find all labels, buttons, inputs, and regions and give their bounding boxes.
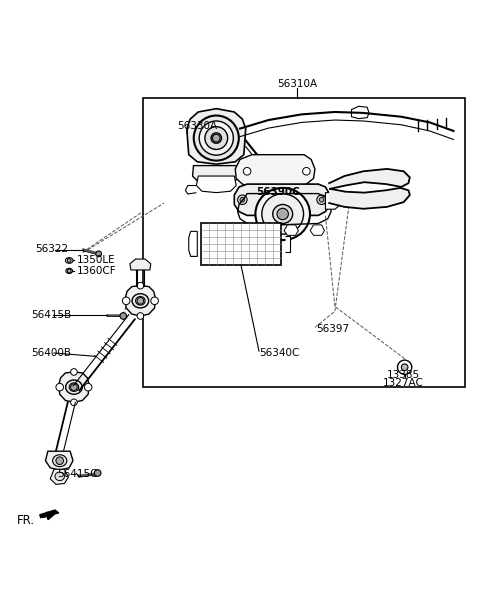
Text: 56390C: 56390C (257, 187, 300, 197)
Text: 56322: 56322 (35, 243, 68, 254)
Circle shape (122, 297, 130, 305)
Ellipse shape (211, 133, 221, 143)
Ellipse shape (69, 383, 79, 392)
Polygon shape (196, 176, 236, 192)
Polygon shape (130, 259, 151, 270)
Circle shape (67, 259, 71, 262)
Circle shape (137, 313, 144, 319)
Text: 1327AC: 1327AC (383, 378, 424, 389)
Circle shape (71, 399, 77, 406)
Text: 56397: 56397 (316, 324, 349, 334)
Text: 56340C: 56340C (259, 348, 300, 358)
Circle shape (302, 167, 310, 175)
Bar (143, 97, 466, 387)
Circle shape (96, 251, 101, 257)
Circle shape (71, 384, 77, 390)
Circle shape (95, 470, 101, 476)
Ellipse shape (136, 297, 145, 305)
Text: 56310A: 56310A (277, 80, 317, 89)
Circle shape (56, 383, 63, 391)
Circle shape (317, 195, 326, 205)
Bar (201, 223, 281, 265)
Polygon shape (234, 184, 330, 215)
Ellipse shape (205, 127, 228, 150)
Polygon shape (351, 106, 369, 119)
Text: 56415C: 56415C (57, 468, 98, 479)
Circle shape (56, 457, 63, 465)
Polygon shape (187, 109, 246, 164)
Circle shape (213, 134, 220, 142)
Text: 13385: 13385 (387, 370, 420, 380)
Polygon shape (329, 169, 410, 189)
Ellipse shape (199, 121, 233, 155)
Circle shape (84, 383, 92, 391)
Circle shape (71, 368, 77, 375)
Text: 56415B: 56415B (31, 310, 72, 320)
Ellipse shape (55, 472, 64, 481)
Circle shape (137, 283, 144, 289)
Ellipse shape (132, 294, 149, 308)
Circle shape (401, 364, 408, 370)
Text: 1360CF: 1360CF (76, 266, 116, 276)
Circle shape (137, 297, 144, 304)
Circle shape (243, 167, 251, 175)
Text: FR.: FR. (17, 514, 35, 527)
Ellipse shape (262, 194, 303, 234)
Circle shape (277, 208, 288, 219)
Polygon shape (189, 231, 197, 256)
Ellipse shape (273, 205, 293, 224)
Polygon shape (310, 225, 324, 235)
Text: 56400B: 56400B (31, 348, 71, 358)
Polygon shape (125, 286, 156, 316)
Polygon shape (185, 186, 196, 194)
Polygon shape (40, 510, 59, 517)
Polygon shape (285, 235, 290, 252)
Circle shape (319, 197, 324, 202)
Ellipse shape (66, 380, 82, 394)
Polygon shape (46, 451, 73, 470)
Circle shape (397, 360, 412, 375)
Polygon shape (325, 192, 341, 209)
Ellipse shape (53, 455, 67, 466)
Circle shape (151, 297, 158, 305)
Polygon shape (50, 469, 68, 484)
Ellipse shape (66, 268, 72, 273)
Ellipse shape (65, 257, 73, 264)
Text: 56330A: 56330A (178, 121, 217, 131)
Circle shape (240, 197, 245, 202)
Circle shape (238, 195, 247, 205)
Ellipse shape (194, 115, 239, 161)
Polygon shape (192, 166, 240, 185)
Ellipse shape (255, 188, 310, 240)
Polygon shape (284, 225, 299, 235)
Text: 1350LE: 1350LE (76, 256, 115, 265)
Circle shape (120, 313, 127, 319)
Polygon shape (329, 188, 410, 209)
Circle shape (67, 269, 71, 273)
Polygon shape (235, 154, 315, 187)
Polygon shape (253, 225, 267, 235)
Polygon shape (59, 372, 89, 402)
